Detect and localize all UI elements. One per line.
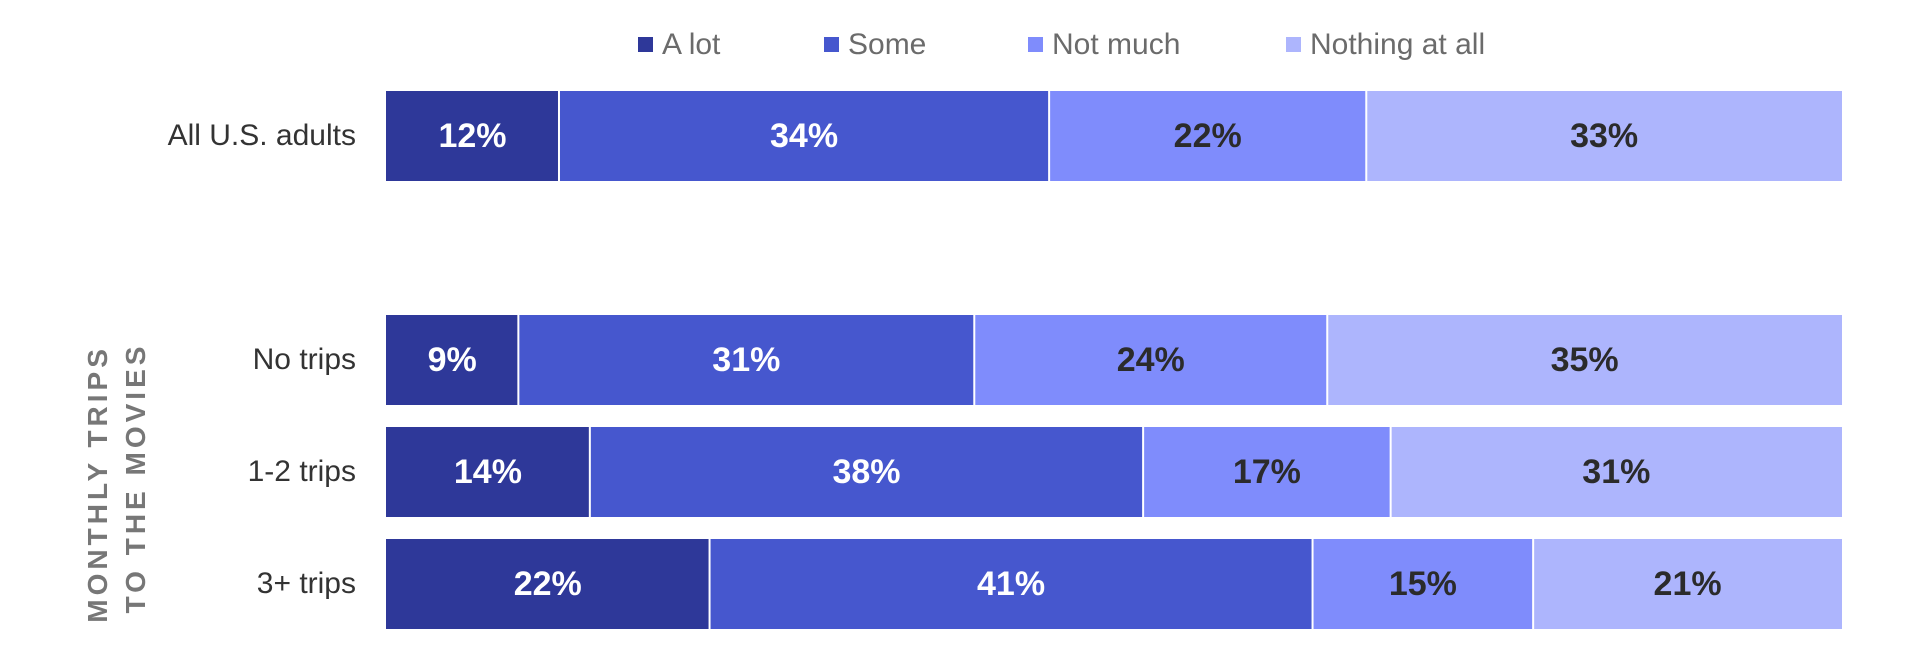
data-label: 21% <box>1654 565 1722 603</box>
data-label: 12% <box>438 117 506 155</box>
bar-segment <box>1143 427 1391 517</box>
bar-rows: All U.S. adults 12% 34% 22% 33% No trips 9% 31%… <box>168 91 1842 629</box>
legend-swatch-some <box>824 37 839 52</box>
bar-segment <box>1390 427 1842 517</box>
legend-swatch-a-lot <box>638 37 653 52</box>
bar-segment <box>1049 91 1367 181</box>
legend-label-nothing-at-all: Nothing at all <box>1310 28 1485 61</box>
bar-row: 1-2 trips 14% 38% 17% 31% <box>248 427 1842 517</box>
bar-segment <box>974 315 1328 405</box>
data-label: 14% <box>454 453 522 491</box>
legend-label-not-much: Not much <box>1052 28 1180 61</box>
bar-segment <box>386 91 559 181</box>
legend-item-nothing-at-all: Nothing at all <box>1286 28 1485 61</box>
row-label: 1-2 trips <box>248 455 356 488</box>
data-label: 38% <box>832 453 900 491</box>
legend-item-a-lot: A lot <box>638 28 721 61</box>
data-label: 15% <box>1389 565 1457 603</box>
legend-item-some: Some <box>824 28 926 61</box>
row-label: 3+ trips <box>257 567 356 600</box>
group-label: MONTHLY TRIPS TO THE MOVIES <box>82 333 151 622</box>
row-label: All U.S. adults <box>168 119 356 152</box>
legend-swatch-nothing-at-all <box>1286 37 1301 52</box>
data-label: 22% <box>1174 117 1242 155</box>
data-label: 41% <box>977 565 1045 603</box>
bar-row: All U.S. adults 12% 34% 22% 33% <box>168 91 1842 181</box>
group-label-line-2: TO THE MOVIES <box>120 343 151 614</box>
bar-segment <box>386 427 590 517</box>
bar-row: No trips 9% 31% 24% 35% <box>253 315 1842 405</box>
legend-swatch-not-much <box>1028 37 1043 52</box>
bar-segment <box>518 315 975 405</box>
bar-segment <box>1327 315 1842 405</box>
bar-segment <box>589 427 1144 517</box>
group-label-line-1: MONTHLY TRIPS <box>82 345 113 623</box>
data-label: 31% <box>1582 453 1650 491</box>
bar-segment <box>386 539 710 629</box>
legend-label-some: Some <box>848 28 926 61</box>
data-label: 9% <box>428 341 477 379</box>
data-label: 17% <box>1233 453 1301 491</box>
data-label: 35% <box>1551 341 1619 379</box>
data-label: 22% <box>514 565 582 603</box>
bar-segment <box>709 539 1313 629</box>
bar-segment <box>1533 539 1842 629</box>
data-label: 24% <box>1117 341 1185 379</box>
bar-segment <box>1312 539 1534 629</box>
data-label: 34% <box>770 117 838 155</box>
bar-segment <box>1366 91 1842 181</box>
row-label: No trips <box>253 343 356 376</box>
bar-segment <box>558 91 1050 181</box>
bar-row: 3+ trips 22% 41% 15% 21% <box>257 539 1842 629</box>
legend-label-a-lot: A lot <box>662 28 721 61</box>
legend-item-not-much: Not much <box>1028 28 1180 61</box>
legend: A lot Some Not much Nothing at all <box>638 28 1485 61</box>
data-label: 33% <box>1570 117 1638 155</box>
bar-segment <box>386 315 519 405</box>
data-label: 31% <box>712 341 780 379</box>
